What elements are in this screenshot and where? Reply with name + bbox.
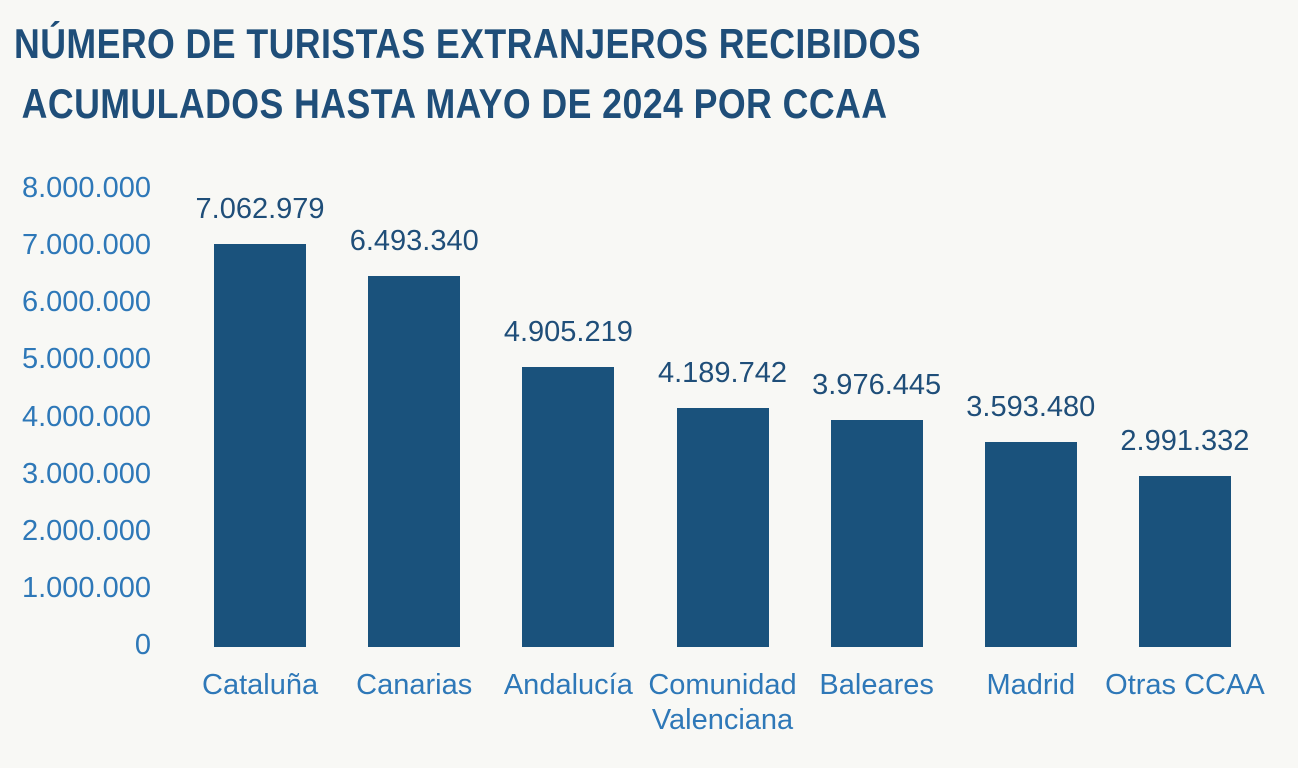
x-axis-label: Canarias: [356, 669, 473, 701]
y-tick-label: 2.000.000: [21, 514, 151, 547]
bar-value-label: 3.976.445: [812, 368, 942, 401]
x-axis-label: Comunidad Valenciana: [648, 669, 797, 736]
chart-title-line-2: ACUMULADOS HASTA MAYO DE 2024 POR CCAA: [21, 80, 888, 127]
bar-value-label: 6.493.340: [349, 225, 479, 258]
bar-otras-ccaa: [1138, 476, 1231, 647]
y-tick-label: 6.000.000: [21, 286, 151, 319]
chart-title-line-1: NÚMERO DE TURISTAS EXTRANJEROS RECIBIDOS: [14, 20, 921, 67]
bar-value-label: 2.991.332: [1120, 425, 1250, 458]
y-tick-label: 8.000.000: [21, 172, 151, 204]
bar-value-label: 4.905.219: [503, 315, 633, 348]
bar-andalucia: [522, 366, 615, 647]
y-tick-label: 4.000.000: [21, 400, 151, 433]
bar-cataluna: [214, 243, 307, 647]
y-tick-label: 1.000.000: [21, 571, 151, 604]
x-axis-label: Cataluña: [202, 669, 319, 701]
y-tick-label: 5.000.000: [21, 343, 151, 376]
x-axis-label: Otras CCAA: [1105, 669, 1265, 701]
bar-canarias: [368, 276, 461, 647]
y-tick-label: 7.000.000: [21, 229, 151, 262]
x-axis-label: Baleares: [819, 669, 934, 701]
bar-comunidad-valenciana: [676, 407, 769, 647]
chart-title: NÚMERO DE TURISTAS EXTRANJEROS RECIBIDOS…: [14, 14, 1081, 134]
x-axis-label: Andalucía: [503, 669, 633, 701]
bar-value-label: 7.062.979: [195, 192, 325, 225]
y-tick-label: 3.000.000: [21, 457, 151, 490]
bar-baleares: [830, 419, 923, 647]
bar-madrid: [984, 441, 1077, 647]
x-axis-label: Madrid: [986, 669, 1076, 701]
bar-value-label: 4.189.742: [657, 356, 787, 389]
y-tick-label: 0: [134, 629, 151, 661]
bar-value-label: 3.593.480: [966, 390, 1096, 423]
